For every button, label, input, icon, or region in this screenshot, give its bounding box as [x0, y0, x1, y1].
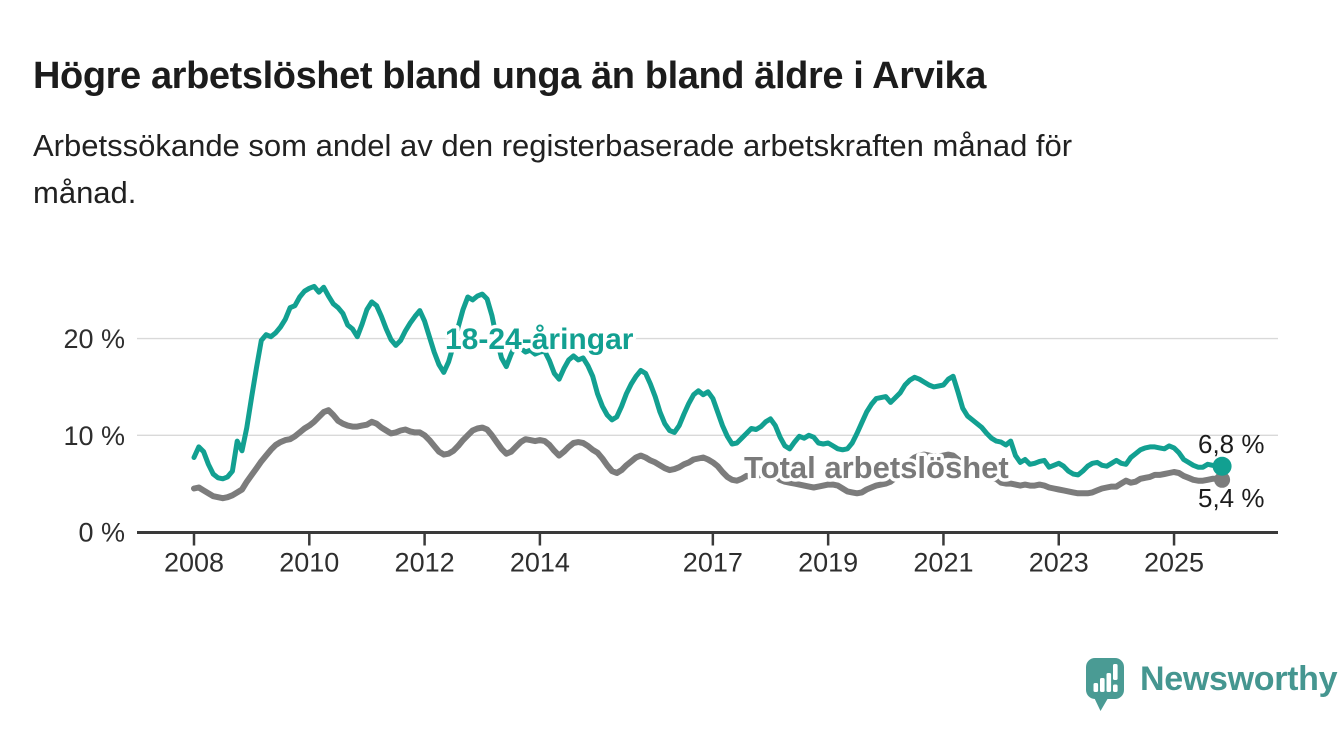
series-label-total: Total arbetslöshet [744, 450, 1009, 485]
x-tick-label-2017: 2017 [683, 548, 743, 578]
x-tick-label-2019: 2019 [798, 548, 858, 578]
logo-bar-tall [1106, 673, 1112, 692]
y-tick-label-20-pct: 20 % [63, 324, 125, 354]
subtitle-line-1: Arbetssökande som andel av den registerb… [33, 128, 1073, 163]
x-tick-label-2021: 2021 [913, 548, 973, 578]
logo-bar-medium [1100, 678, 1105, 692]
series-line-total [191, 407, 1226, 502]
end-value-label-youth: 6,8 % [1198, 429, 1265, 459]
brand-name: Newsworthy [1140, 660, 1338, 698]
series-line-youth [191, 283, 1225, 482]
logo-bar-short [1093, 683, 1099, 692]
x-tick-label-2023: 2023 [1029, 548, 1089, 578]
x-tick-label-2008: 2008 [164, 548, 224, 578]
logo-exclamation-dot [1113, 684, 1118, 692]
end-dot-youth [1212, 456, 1232, 476]
end-value-label-total: 5,4 % [1198, 483, 1265, 513]
y-tick-label-10-pct: 10 % [63, 421, 125, 451]
series-label-youth: 18-24-åringar [445, 323, 634, 356]
chart-subtitle: Arbetssökande som andel av den registerb… [33, 122, 1072, 216]
page-title: Högre arbetslöshet bland unga än bland ä… [33, 55, 986, 98]
end-dot-total [1214, 471, 1231, 488]
x-tick-label-2012: 2012 [395, 548, 455, 578]
logo-bubble-shape [1086, 658, 1124, 711]
subtitle-line-2: månad. [33, 175, 137, 210]
x-tick-label-2010: 2010 [279, 548, 339, 578]
newsworthy-logo: Newsworthy [1086, 658, 1338, 713]
x-tick-label-2014: 2014 [510, 548, 570, 578]
logo-exclamation-bar [1113, 664, 1118, 680]
y-tick-label-0-pct: 0 % [78, 518, 125, 548]
speech-bubble-bar-chart-icon [1086, 658, 1124, 711]
x-tick-label-2025: 2025 [1144, 548, 1204, 578]
